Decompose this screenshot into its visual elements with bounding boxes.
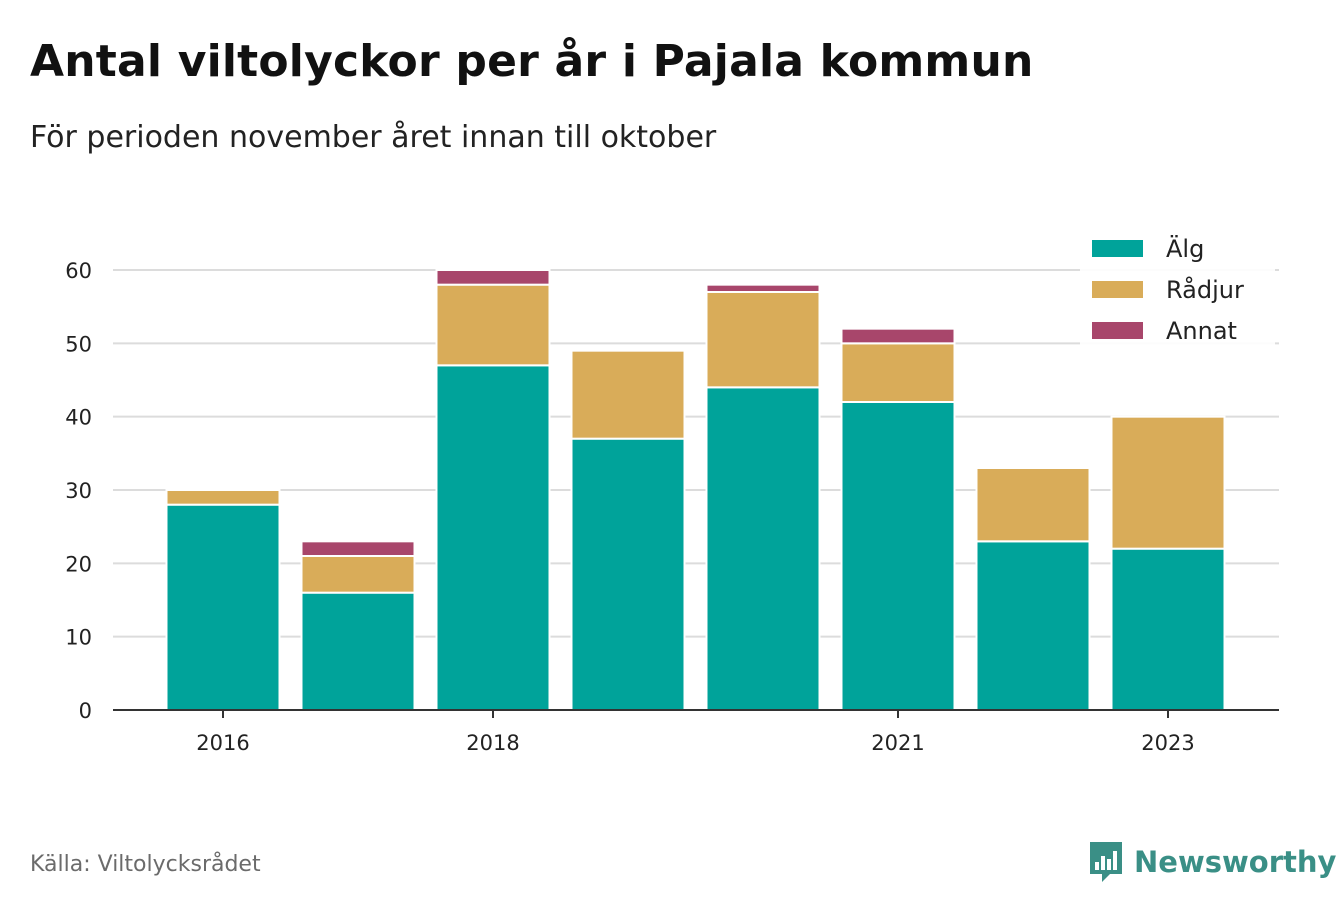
source-note: Källa: Viltolycksrådet	[30, 852, 261, 877]
legend-label: Rådjur	[1166, 275, 1244, 304]
legend-label: Älg	[1166, 234, 1204, 263]
bar-segment	[570, 437, 686, 711]
x-tick-label: 2018	[466, 731, 519, 755]
newsworthy-logo-icon	[1090, 842, 1122, 882]
y-tick-label: 50	[65, 332, 92, 356]
x-tick-label: 2021	[871, 731, 924, 755]
bar-segment	[435, 283, 551, 367]
bar-segment	[435, 269, 551, 286]
bar-segment	[975, 467, 1091, 543]
bar-segment	[840, 401, 956, 711]
bar-segment	[435, 364, 551, 711]
bar-segment	[1110, 415, 1226, 550]
y-axis: 0 10 20 30 40 50 60	[65, 259, 92, 723]
chart-title: Antal viltolyckor per år i Pajala kommun	[30, 36, 1034, 87]
bar-segment	[1110, 547, 1226, 712]
legend-swatch	[1092, 322, 1143, 339]
brand-name: Newsworthy	[1134, 845, 1337, 879]
chart-subtitle: För perioden november året innan till ok…	[30, 120, 717, 155]
y-tick-label: 20	[65, 552, 92, 576]
bar-segment	[165, 489, 281, 506]
bar-segment	[705, 283, 821, 293]
bar-segment	[705, 291, 821, 389]
y-tick-label: 60	[65, 259, 92, 283]
y-tick-label: 30	[65, 479, 92, 503]
x-tick-label: 2016	[196, 731, 249, 755]
bar-segment	[570, 349, 686, 440]
bar-segment	[300, 591, 416, 712]
bars	[165, 269, 1226, 712]
legend-label: Annat	[1166, 317, 1237, 345]
brand-logo: Newsworthy	[1088, 840, 1336, 884]
bar-segment	[975, 540, 1091, 711]
x-tick-label: 2023	[1141, 731, 1194, 755]
bar-segment	[300, 555, 416, 594]
y-tick-label: 40	[65, 406, 92, 430]
bar-segment	[840, 327, 956, 345]
bar-segment	[705, 386, 821, 711]
legend-swatch	[1092, 240, 1143, 257]
bar-segment	[165, 503, 281, 711]
y-tick-label: 10	[65, 626, 92, 650]
legend: Älg Rådjur Annat	[1080, 228, 1275, 348]
y-tick-label: 0	[79, 699, 92, 723]
x-axis: 2016 2018 2021 2023	[196, 710, 1195, 755]
legend-swatch	[1092, 281, 1143, 298]
bar-segment	[840, 342, 956, 404]
bar-segment	[300, 540, 416, 557]
